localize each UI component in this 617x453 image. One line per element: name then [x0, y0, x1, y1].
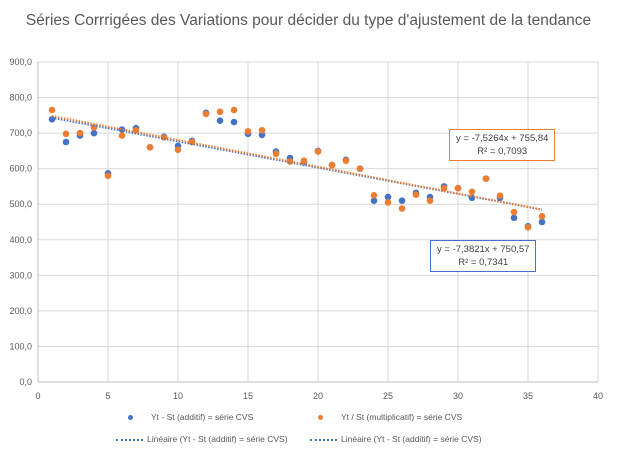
point-multiplicatif [328, 161, 336, 169]
legend-label: Yt / St (multiplicatif) = série CVS [341, 412, 463, 422]
point-multiplicatif [216, 108, 224, 116]
point-multiplicatif [510, 208, 518, 216]
point-multiplicatif [48, 106, 56, 114]
equation: y = -7,3821x + 750,57 [437, 244, 530, 255]
legend-item-additif: Yt - St (additif) = série CVS [128, 412, 253, 422]
y-tick-label: 400,0 [9, 235, 32, 245]
point-multiplicatif [258, 126, 266, 134]
legend-item-trend-1: Linéaire (Yt - St (additif) = série CVS) [116, 434, 288, 444]
legend-label: Linéaire (Yt - St (additif) = série CVS) [341, 434, 482, 444]
point-multiplicatif [384, 199, 392, 206]
point-multiplicatif [104, 172, 112, 180]
equation: y = -7,5264x + 755,84 [456, 133, 549, 144]
point-multiplicatif [202, 110, 210, 118]
y-tick-label: 800,0 [9, 93, 32, 103]
point-multiplicatif [426, 197, 434, 204]
point-multiplicatif [482, 175, 490, 182]
trendline-label-multiplicatif: y = -7,5264x + 755,84 R² = 0,7093 [449, 129, 556, 161]
x-tick-label: 25 [383, 391, 393, 401]
point-additif [90, 129, 98, 137]
x-tick-label: 40 [593, 391, 603, 401]
r-squared: R² = 0,7093 [477, 146, 528, 157]
r-squared: R² = 0,7341 [458, 257, 509, 268]
point-additif [230, 118, 238, 126]
trendline-multiplicatif [51, 114, 543, 211]
legend-label: Linéaire (Yt - St (additif) = série CVS) [147, 434, 288, 444]
x-tick-label: 20 [313, 391, 323, 401]
point-additif [62, 138, 70, 146]
point-additif [538, 218, 546, 226]
x-tick-label: 5 [105, 391, 110, 401]
y-tick-label: 300,0 [9, 270, 32, 280]
x-tick-label: 15 [243, 391, 253, 401]
point-additif [216, 117, 224, 124]
point-multiplicatif [412, 191, 420, 198]
point-multiplicatif [174, 146, 182, 154]
point-additif [510, 214, 518, 222]
point-multiplicatif [76, 129, 84, 137]
legend-marker [318, 415, 323, 421]
y-tick-label: 500,0 [9, 199, 32, 209]
point-additif [384, 193, 392, 201]
point-multiplicatif [62, 130, 70, 138]
y-tick-label: 200,0 [9, 306, 32, 316]
y-tick-label: 900,0 [9, 57, 32, 67]
legend-item-trend-2: Linéaire (Yt - St (additif) = série CVS) [310, 434, 482, 444]
point-additif [398, 197, 406, 204]
x-tick-label: 35 [523, 391, 533, 401]
legend-marker [128, 415, 133, 421]
point-additif [258, 131, 266, 139]
y-tick-label: 600,0 [9, 164, 32, 174]
point-multiplicatif [342, 157, 350, 165]
point-multiplicatif [398, 205, 406, 212]
point-multiplicatif [314, 148, 322, 155]
point-multiplicatif [90, 124, 98, 131]
trendline-label-additif: y = -7,3821x + 750,57 R² = 0,7341 [430, 240, 537, 272]
point-additif [48, 115, 56, 123]
point-multiplicatif [538, 213, 546, 220]
point-additif [370, 197, 378, 204]
point-multiplicatif [370, 192, 378, 199]
point-multiplicatif [118, 132, 126, 139]
point-multiplicatif [230, 106, 238, 114]
legend-label: Yt - St (additif) = série CVS [151, 412, 254, 422]
y-tick-label: 100,0 [9, 341, 32, 351]
legend-line [116, 438, 143, 441]
point-multiplicatif [244, 128, 252, 135]
x-tick-label: 30 [453, 391, 463, 401]
point-multiplicatif [272, 150, 280, 158]
x-tick-label: 0 [35, 391, 40, 401]
legend-item-multiplicatif: Yt / St (multiplicatif) = série CVS [318, 412, 462, 422]
chart-title: Séries Corrrigées des Variations pour dé… [25, 12, 592, 29]
point-multiplicatif [496, 192, 504, 199]
y-tick-label: 0,0 [19, 377, 32, 387]
point-multiplicatif [300, 157, 308, 165]
point-multiplicatif [468, 188, 476, 196]
x-tick-label: 10 [173, 391, 183, 401]
point-multiplicatif [356, 165, 364, 172]
legend-line [310, 438, 337, 441]
point-multiplicatif [524, 224, 532, 231]
point-multiplicatif [146, 144, 154, 151]
point-multiplicatif [454, 184, 462, 192]
y-tick-label: 700,0 [9, 128, 32, 138]
